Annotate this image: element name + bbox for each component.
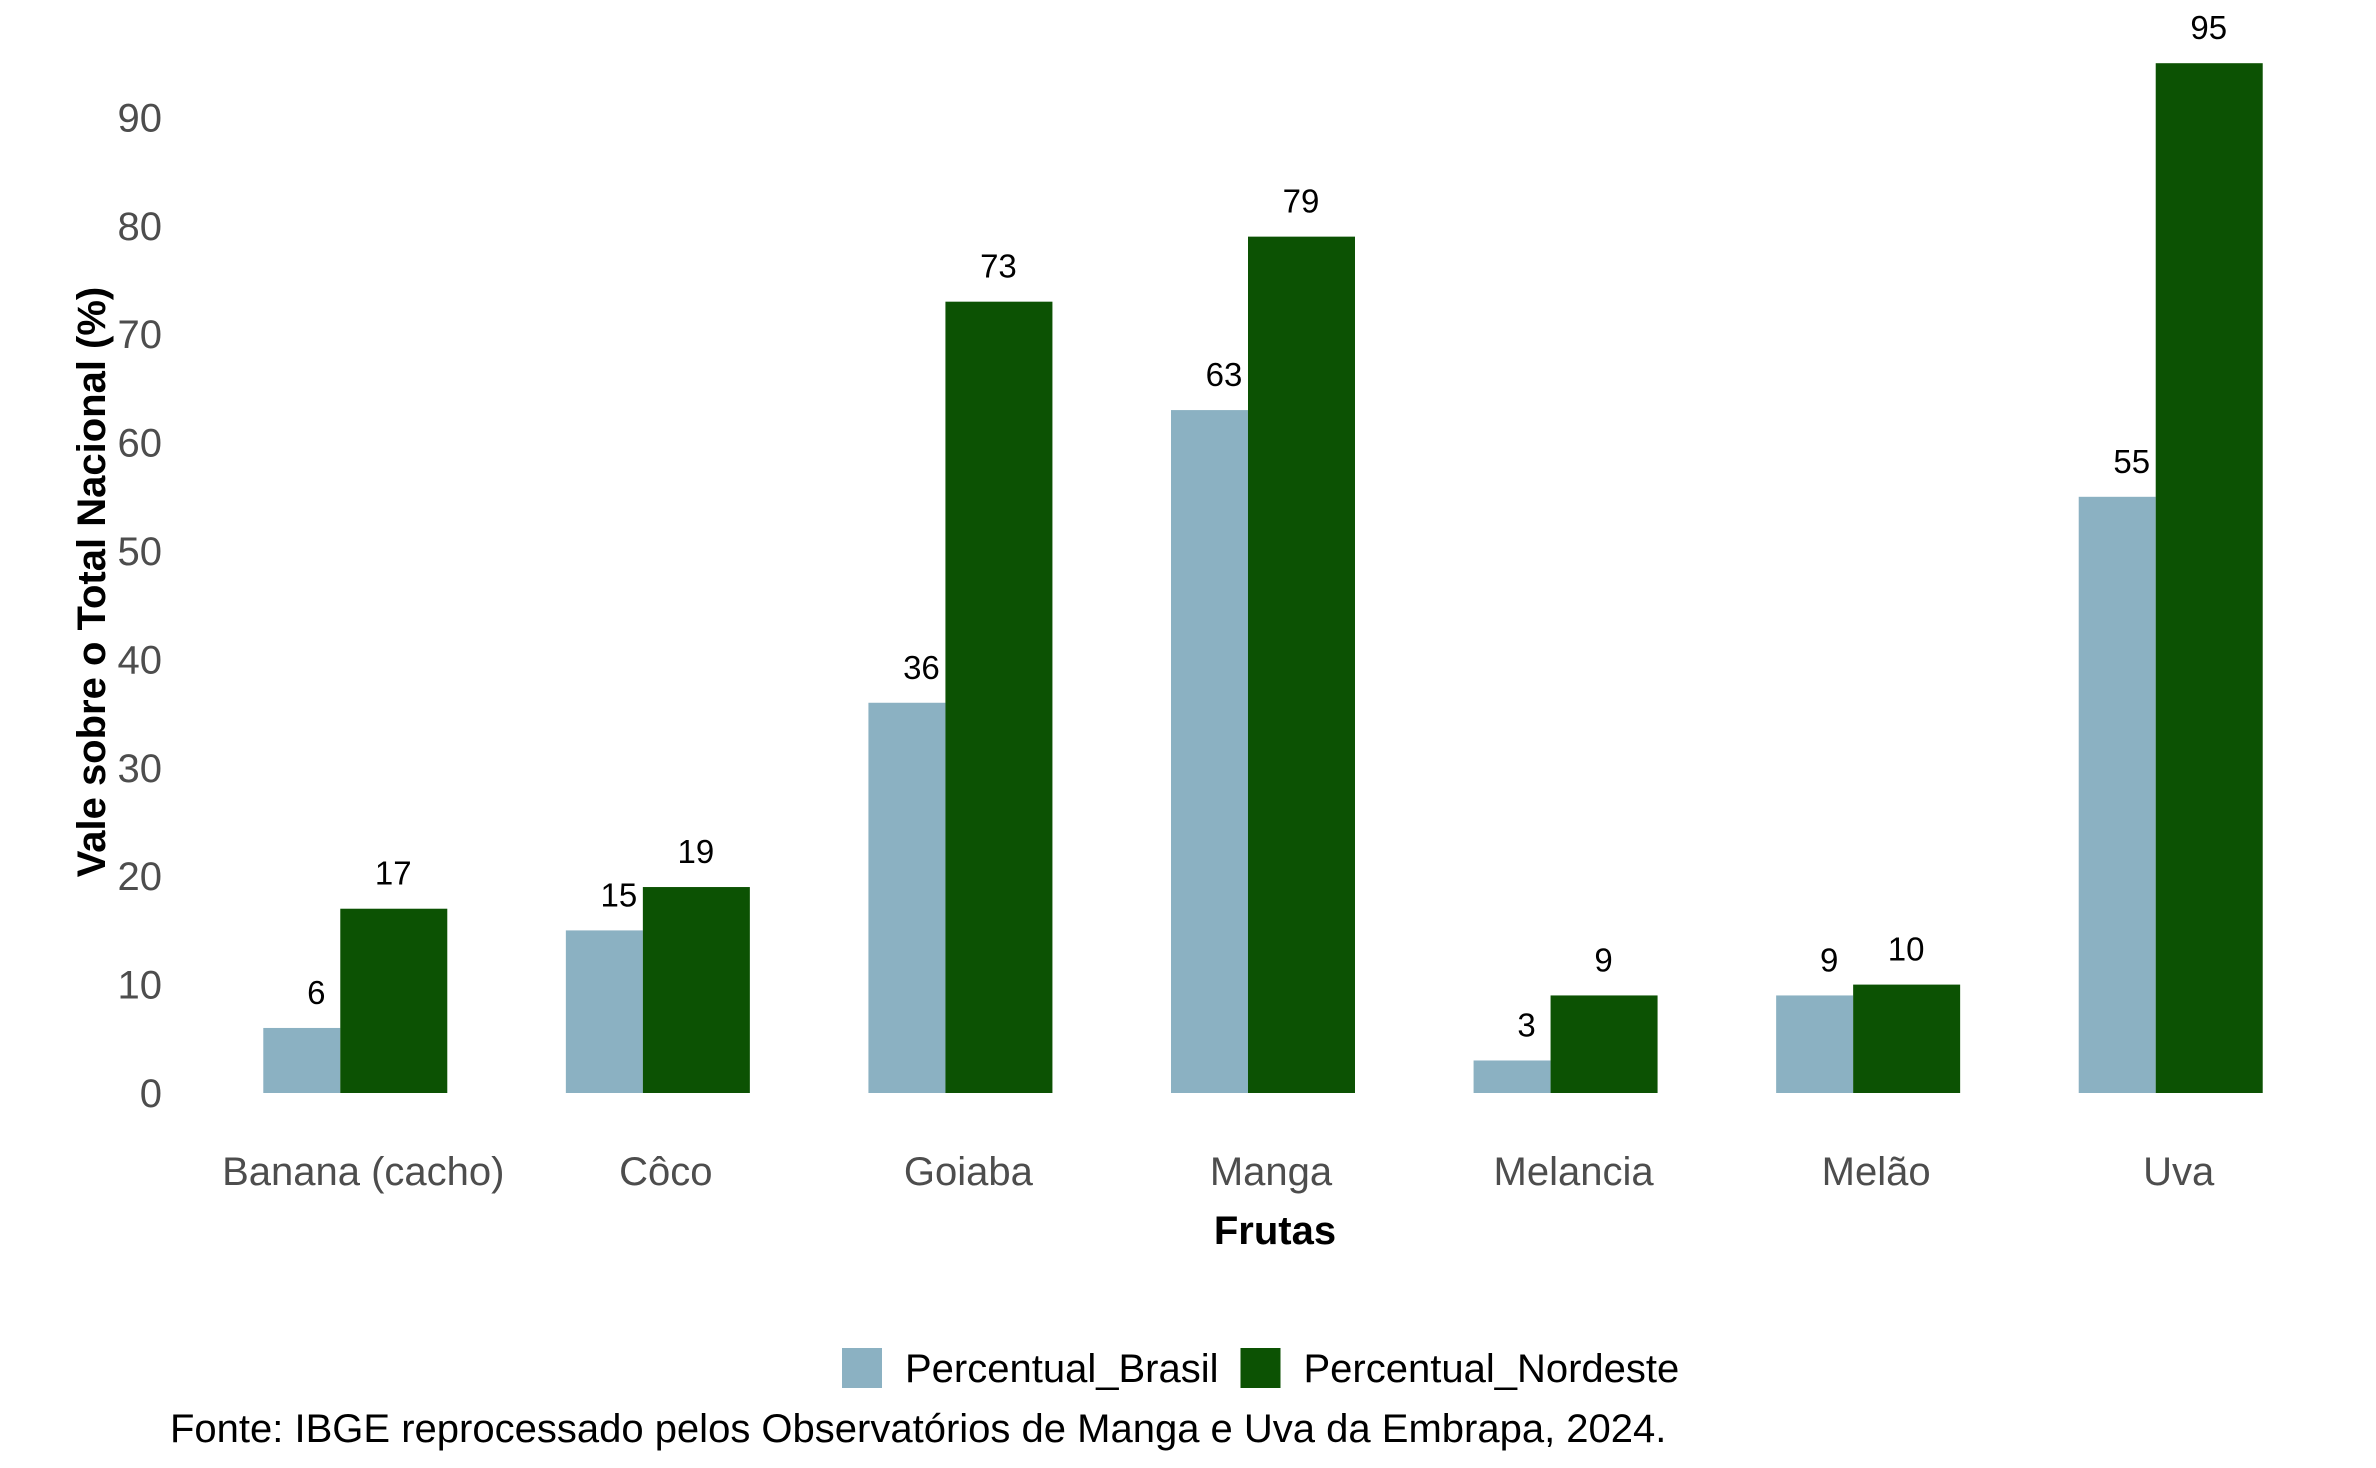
bar-value-label: 3 (1517, 1006, 1535, 1043)
y-tick-label: 50 (118, 530, 163, 574)
bar-value-label: 63 (1206, 356, 1243, 393)
bar-nordeste (340, 908, 448, 1093)
y-tick-label: 90 (118, 96, 163, 140)
legend: Percentual_Brasil Percentual_Nordeste (842, 1347, 1679, 1391)
y-tick-label: 60 (118, 422, 163, 466)
bar-brasil (565, 930, 643, 1093)
bar-brasil (1776, 995, 1854, 1093)
x-axis-title: Frutas (1214, 1209, 1336, 1253)
y-tick-label: 0 (140, 1072, 162, 1116)
y-tick-label: 80 (118, 205, 163, 249)
y-tick-label: 40 (118, 638, 163, 682)
x-tick-label: Uva (2143, 1150, 2215, 1194)
source-caption: Fonte: IBGE reprocessado pelos Observató… (170, 1407, 1666, 1451)
x-tick-label: Côco (619, 1150, 712, 1194)
y-tick-label: 20 (118, 855, 163, 899)
bar-nordeste (1550, 995, 1658, 1093)
bar-value-label: 9 (1820, 941, 1838, 978)
bar-value-label: 55 (2113, 443, 2150, 480)
bar-brasil (1473, 1060, 1551, 1093)
legend-swatch (842, 1348, 882, 1388)
bar-nordeste (1853, 984, 1961, 1093)
bar-value-label: 19 (677, 833, 714, 870)
bar-value-label: 17 (375, 855, 412, 892)
y-axis-title: Vale sobre o Total Nacional (%) (70, 287, 114, 878)
y-tick-label: 30 (118, 747, 163, 791)
x-tick-label: Goiaba (904, 1150, 1034, 1194)
legend-swatch (1240, 1348, 1281, 1388)
bar-brasil (1171, 410, 1248, 1094)
bar-nordeste (945, 301, 1053, 1093)
bar-brasil (2078, 496, 2156, 1093)
x-axis-ticks: Banana (cacho) Côco Goiaba Manga Melancia Mel… (222, 1150, 2215, 1194)
bar-value-label: 15 (600, 876, 637, 913)
y-tick-label: 10 (118, 964, 163, 1008)
bar-nordeste (1248, 236, 1355, 1093)
bar-value-label: 10 (1888, 931, 1925, 968)
bar-nordeste (2155, 63, 2263, 1094)
bars (263, 63, 2263, 1094)
bar-value-label: 95 (2190, 9, 2227, 46)
bar-nordeste (642, 887, 750, 1093)
y-axis-ticks: 0 10 20 30 40 50 60 70 80 90 (118, 96, 163, 1116)
bar-value-label: 9 (1594, 941, 1612, 978)
x-tick-label: Manga (1210, 1150, 1333, 1194)
y-tick-label: 70 (118, 313, 163, 357)
x-tick-label: Melão (1822, 1150, 1931, 1194)
data-labels: 6 17 15 19 36 73 63 79 3 9 9 10 55 95 (307, 9, 2227, 1043)
x-tick-label: Banana (cacho) (222, 1150, 504, 1194)
bar-brasil (868, 702, 946, 1093)
x-tick-label: Melancia (1494, 1150, 1655, 1194)
bar-brasil (263, 1027, 341, 1093)
bar-value-label: 79 (1283, 183, 1320, 220)
legend-label: Percentual_Brasil (905, 1347, 1219, 1391)
bar-value-label: 6 (307, 974, 325, 1011)
bar-value-label: 36 (903, 649, 940, 686)
legend-label: Percentual_Nordeste (1304, 1347, 1680, 1391)
bar-value-label: 73 (980, 248, 1017, 285)
